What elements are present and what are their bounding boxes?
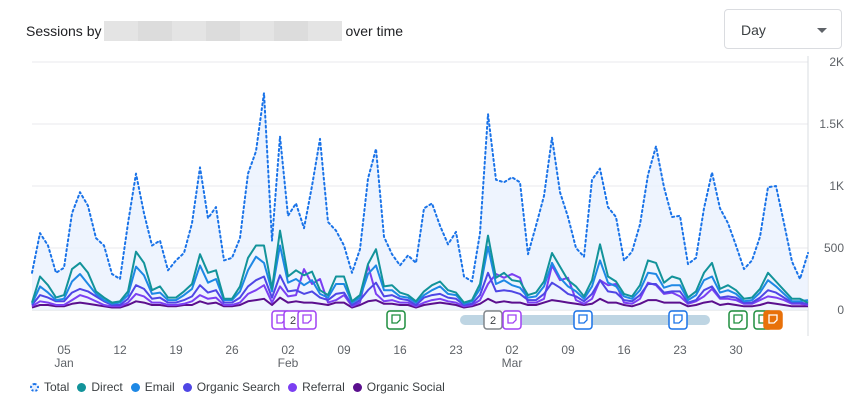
legend-item-organic-search[interactable]: Organic Search [182,380,281,394]
y-tick-label: 1.5K [819,117,844,131]
note-icon [733,314,743,324]
series-line-total [31,92,809,283]
legend-label-total: Total [44,380,70,394]
annotation-box [502,310,522,330]
note-icon [391,314,401,324]
legend-swatch-referral [288,382,298,392]
annotation-marker[interactable] [728,310,748,330]
x-axis-labels: 05 12 19 26 02 09 16 23 02 09 16 23 30 Jan Feb Mar [54,343,743,370]
annotation-box [668,310,688,330]
chart-legend: Total Direct Email Organic Search Referr… [30,380,453,394]
series-line-email [31,244,809,305]
series-line-referral [31,264,809,308]
granularity-dropdown[interactable]: Day [724,9,842,49]
redacted-dimension [104,21,343,41]
legend-label-referral: Referral [302,380,345,394]
x-tick-label: 23 [449,343,463,357]
annotation-count: 2 [290,315,296,327]
annotation-box [297,310,317,330]
annotation-marker[interactable] [668,310,688,330]
note-icon [578,314,588,324]
legend-swatch-email [130,382,140,392]
series-lines [31,92,809,309]
x-tick-label: 12 [113,343,127,357]
x-tick-label: 19 [169,343,183,357]
x-tick-label: 09 [337,343,351,357]
x-tick-label: 23 [673,343,687,357]
x-tick-label: 02 [505,343,519,357]
legend-swatch-total [30,382,39,392]
series-line-direct [31,229,809,304]
x-tick-label: 26 [225,343,239,357]
x-tick-label: 09 [561,343,575,357]
legend-item-email[interactable]: Email [130,380,175,394]
legend-item-organic-social[interactable]: Organic Social [352,380,445,394]
annotation-count: 2 [490,315,496,327]
annotation-box [728,310,748,330]
title-prefix: Sessions by [26,23,102,39]
legend-label-direct: Direct [91,380,123,394]
annotation-marker[interactable]: 2 [483,310,503,330]
y-tick-label: 0 [837,303,844,317]
legend-label-organic-social: Organic Social [366,380,445,394]
note-icon [768,314,778,324]
x-tick-label: 02 [281,343,295,357]
x-month-label: Mar [502,356,523,370]
legend-label-organic-search: Organic Search [196,380,281,394]
granularity-value: Day [741,22,766,38]
chart-title: Sessions by over time [26,21,403,41]
annotation-marker[interactable] [297,310,317,330]
total-area [32,93,808,310]
chevron-down-icon [817,28,827,33]
annotation-box [483,310,503,330]
note-icon [673,314,683,324]
annotation-box [386,310,406,330]
series-line-organic-search [31,271,809,306]
legend-swatch-organic-social [352,382,362,392]
legend-item-referral[interactable]: Referral [288,380,345,394]
y-tick-label: 500 [824,241,844,255]
x-tick-label: 05 [57,343,71,357]
note-icon [507,314,517,324]
title-suffix: over time [345,23,404,39]
annotation-box [573,310,593,330]
note-icon [302,314,312,324]
y-axis-labels: 0 500 1K 1.5K 2K [819,55,844,317]
annotation-marker[interactable] [763,310,783,330]
y-tick-label: 2K [829,55,844,69]
total-area-fill [32,93,808,310]
legend-label-email: Email [144,380,175,394]
annotation-marker[interactable] [386,310,406,330]
x-month-label: Feb [278,356,299,370]
annotation-box [763,310,783,330]
series-line-organic-social [31,296,808,309]
legend-item-total[interactable]: Total [30,380,69,394]
x-tick-label: 16 [393,343,407,357]
legend-item-direct[interactable]: Direct [77,380,123,394]
legend-swatch-direct [77,382,87,392]
annotation-marker[interactable] [573,310,593,330]
x-tick-label: 30 [729,343,743,357]
legend-swatch-organic-search [182,382,192,392]
x-tick-label: 16 [617,343,631,357]
y-tick-label: 1K [829,179,844,193]
annotation-marker[interactable] [502,310,522,330]
x-month-label: Jan [54,356,73,370]
